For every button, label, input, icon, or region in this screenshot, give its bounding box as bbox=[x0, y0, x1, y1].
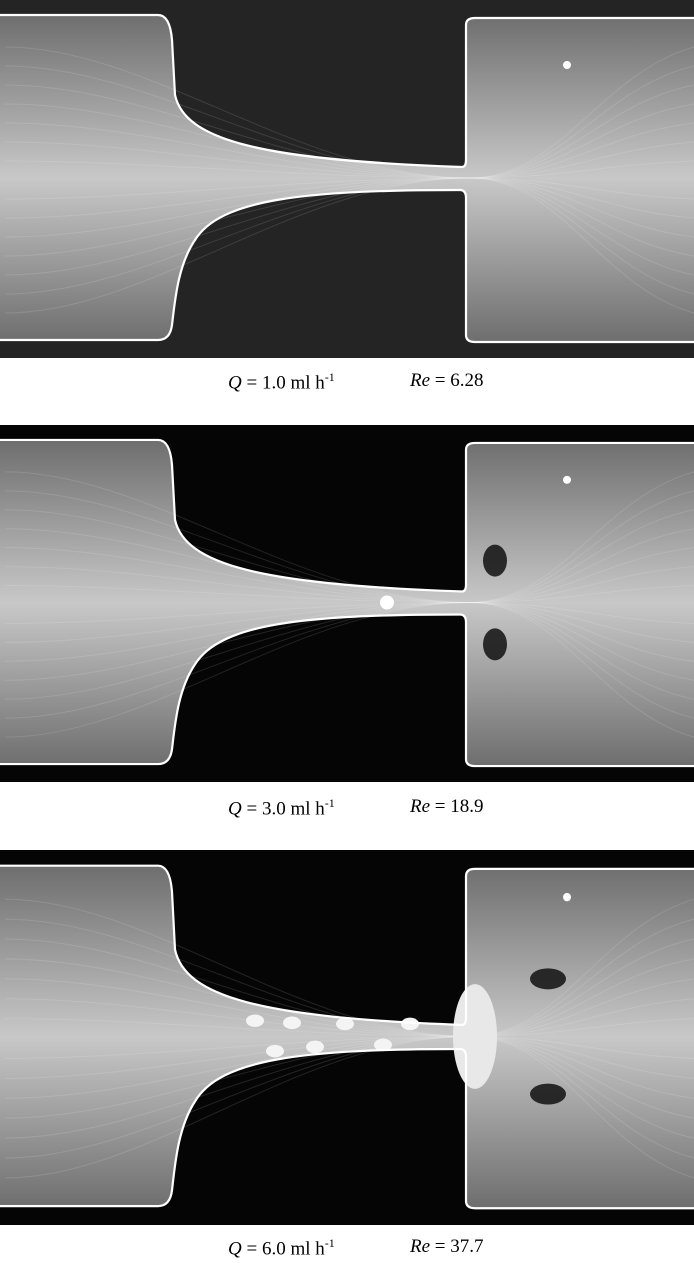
streakline bbox=[4, 602, 694, 700]
streakline bbox=[4, 84, 694, 179]
flow-rate: Q = 3.0 ml h-1 bbox=[228, 796, 335, 820]
bright-spot bbox=[380, 595, 394, 610]
wall-outline bbox=[0, 440, 694, 766]
bright-spot bbox=[374, 1038, 392, 1052]
vortex bbox=[483, 544, 507, 577]
streakline bbox=[4, 1035, 694, 1059]
streakline bbox=[4, 585, 694, 604]
streakline bbox=[4, 103, 694, 179]
streakline bbox=[4, 918, 694, 1037]
re-text: = 37.7 bbox=[434, 1236, 484, 1257]
vortex bbox=[483, 628, 507, 661]
streakline bbox=[4, 1035, 694, 1179]
streakline bbox=[4, 141, 694, 179]
q-text: = 1.0 ml h bbox=[246, 372, 325, 394]
streakline bbox=[4, 177, 694, 295]
bright-spot bbox=[266, 1044, 284, 1058]
bright-spot bbox=[563, 61, 571, 69]
bright-spot bbox=[563, 892, 571, 902]
flow-image bbox=[0, 425, 694, 782]
streakline bbox=[4, 490, 694, 604]
streakline bbox=[4, 1035, 694, 1139]
streakline bbox=[4, 177, 694, 200]
bright-spot bbox=[246, 1014, 264, 1028]
streakline bbox=[4, 65, 694, 179]
streakline bbox=[4, 122, 694, 179]
bright-spot bbox=[283, 1016, 301, 1030]
streakline bbox=[4, 898, 694, 1037]
flow-rate: Q = 6.0 ml h-1 bbox=[228, 1236, 335, 1260]
streakline bbox=[4, 177, 694, 314]
bright-spot bbox=[563, 475, 571, 484]
re-symbol: Re bbox=[410, 1236, 431, 1257]
bright-spot bbox=[306, 1040, 324, 1054]
wall-outline bbox=[0, 15, 694, 342]
q-exponent: -1 bbox=[324, 1236, 335, 1250]
vortex bbox=[530, 1083, 566, 1105]
streakline bbox=[4, 602, 694, 738]
q-symbol: Q bbox=[228, 1238, 242, 1260]
streakline bbox=[4, 978, 694, 1037]
re-text: = 6.28 bbox=[434, 370, 484, 391]
flow-rate: Q = 1.0 ml h-1 bbox=[228, 370, 335, 394]
streakline bbox=[4, 958, 694, 1037]
fluid-region bbox=[0, 15, 694, 342]
streakline bbox=[4, 602, 694, 719]
flow-image bbox=[0, 0, 694, 358]
q-symbol: Q bbox=[228, 798, 242, 820]
caption: Q = 3.0 ml h-1 Re = 18.9 bbox=[0, 796, 694, 820]
re-text: = 18.9 bbox=[434, 796, 484, 817]
streakline bbox=[4, 177, 694, 238]
streakline bbox=[4, 547, 694, 604]
fluid-region bbox=[0, 865, 694, 1209]
re-symbol: Re bbox=[410, 796, 431, 817]
streakline bbox=[4, 46, 694, 179]
streakline bbox=[4, 602, 694, 643]
q-text: = 6.0 ml h bbox=[246, 1238, 325, 1260]
streakline bbox=[4, 1035, 694, 1079]
streakline bbox=[4, 938, 694, 1037]
q-exponent: -1 bbox=[324, 796, 335, 810]
reynolds: Re = 37.7 bbox=[410, 1236, 484, 1258]
streakline bbox=[4, 528, 694, 604]
wall-outline bbox=[0, 866, 694, 1209]
q-exponent: -1 bbox=[324, 370, 335, 384]
streakline bbox=[4, 602, 694, 624]
caption: Q = 1.0 ml h-1 Re = 6.28 bbox=[0, 370, 694, 394]
streakline bbox=[4, 177, 694, 276]
streakline bbox=[4, 1035, 694, 1159]
q-symbol: Q bbox=[228, 372, 242, 394]
jet bbox=[453, 984, 497, 1089]
caption: Q = 6.0 ml h-1 Re = 37.7 bbox=[0, 1236, 694, 1260]
streakline bbox=[4, 566, 694, 604]
re-symbol: Re bbox=[410, 370, 431, 391]
streakline bbox=[4, 998, 694, 1037]
streakline bbox=[4, 1035, 694, 1119]
q-text: = 3.0 ml h bbox=[246, 798, 325, 820]
streakline bbox=[4, 177, 694, 257]
streakline bbox=[4, 602, 694, 681]
fluid-region bbox=[0, 439, 694, 767]
reynolds: Re = 6.28 bbox=[410, 370, 484, 392]
streakline bbox=[4, 1018, 694, 1037]
streakline bbox=[4, 160, 694, 179]
reynolds: Re = 18.9 bbox=[410, 796, 484, 818]
flow-image bbox=[0, 850, 694, 1225]
streakline bbox=[4, 602, 694, 662]
streakline bbox=[4, 471, 694, 604]
streakline bbox=[4, 1035, 694, 1099]
bright-spot bbox=[336, 1017, 354, 1031]
streakline bbox=[4, 509, 694, 604]
vortex bbox=[530, 968, 566, 990]
bright-spot bbox=[401, 1017, 419, 1031]
streakline bbox=[4, 177, 694, 219]
